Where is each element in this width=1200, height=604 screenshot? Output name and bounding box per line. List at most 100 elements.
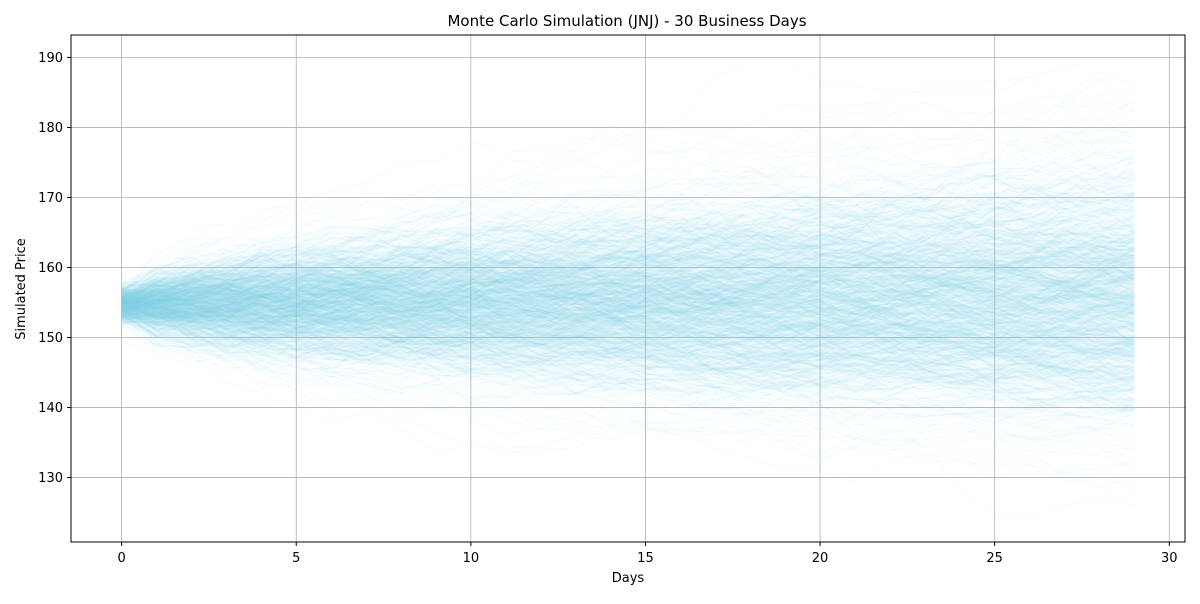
simulation-path bbox=[121, 253, 1135, 310]
simulation-path bbox=[121, 261, 1135, 339]
simulation-path bbox=[121, 217, 1135, 318]
simulation-path bbox=[121, 269, 1135, 332]
simulation-path bbox=[121, 101, 1135, 306]
simulation-path bbox=[121, 137, 1135, 302]
simulation-path bbox=[121, 172, 1135, 311]
simulation-path bbox=[121, 227, 1135, 311]
y-tick-label: 180 bbox=[38, 121, 63, 136]
simulation-path bbox=[121, 252, 1135, 356]
simulation-path bbox=[121, 267, 1135, 327]
simulation-path bbox=[121, 196, 1135, 342]
simulation-path bbox=[121, 227, 1135, 323]
simulation-path bbox=[121, 294, 1135, 340]
simulation-path bbox=[121, 251, 1135, 420]
simulation-path bbox=[121, 294, 1135, 411]
simulation-path bbox=[121, 266, 1135, 341]
simulation-path bbox=[121, 275, 1135, 351]
simulation-path bbox=[121, 203, 1135, 323]
simulation-path bbox=[121, 278, 1135, 361]
simulation-path bbox=[121, 298, 1135, 379]
simulation-path bbox=[121, 236, 1135, 349]
simulation-path bbox=[121, 193, 1135, 299]
simulation-path bbox=[121, 194, 1135, 302]
simulation-path bbox=[121, 271, 1135, 348]
simulation-path bbox=[121, 185, 1135, 312]
simulation-path bbox=[121, 246, 1135, 330]
simulation-path bbox=[121, 147, 1135, 302]
simulation-path bbox=[121, 274, 1135, 359]
simulation-path bbox=[121, 264, 1135, 363]
simulation-path bbox=[121, 304, 1135, 395]
simulation-path bbox=[121, 284, 1135, 368]
simulation-path bbox=[121, 151, 1135, 310]
simulation-path bbox=[121, 244, 1135, 345]
simulation-path bbox=[121, 290, 1135, 454]
simulation-path bbox=[121, 287, 1135, 378]
simulation-path bbox=[121, 271, 1135, 401]
simulation-path bbox=[121, 247, 1135, 329]
simulation-path bbox=[121, 259, 1135, 346]
simulation-path bbox=[121, 257, 1135, 333]
simulation-path bbox=[121, 244, 1135, 319]
simulation-path bbox=[121, 262, 1135, 376]
simulation-path bbox=[121, 282, 1135, 385]
simulation-path bbox=[121, 300, 1135, 374]
simulation-path bbox=[121, 252, 1135, 343]
simulation-path bbox=[121, 298, 1135, 362]
simulation-path bbox=[121, 131, 1135, 331]
simulation-path bbox=[121, 280, 1135, 362]
simulation-path bbox=[121, 274, 1135, 387]
simulation-path bbox=[121, 203, 1135, 302]
simulation-path bbox=[121, 222, 1135, 323]
simulation-path bbox=[121, 297, 1135, 374]
y-tick-label: 170 bbox=[38, 191, 63, 206]
simulation-path bbox=[121, 273, 1135, 360]
simulation-path bbox=[121, 284, 1135, 347]
simulation-path bbox=[121, 185, 1135, 318]
simulation-path bbox=[121, 268, 1135, 361]
simulation-path bbox=[121, 226, 1135, 312]
simulation-path bbox=[121, 224, 1135, 312]
simulation-path bbox=[121, 239, 1135, 321]
simulation-path bbox=[121, 174, 1135, 296]
simulation-path bbox=[121, 225, 1135, 327]
simulation-path bbox=[121, 272, 1135, 346]
simulation-path bbox=[121, 203, 1135, 317]
simulation-path bbox=[121, 269, 1135, 347]
simulation-path bbox=[121, 288, 1135, 410]
simulation-path bbox=[121, 244, 1135, 338]
simulation-path bbox=[121, 247, 1135, 316]
simulation-path bbox=[121, 281, 1135, 394]
simulation-path bbox=[121, 298, 1135, 344]
simulation-path bbox=[121, 181, 1135, 306]
simulation-path bbox=[121, 292, 1135, 346]
simulation-path bbox=[121, 193, 1135, 307]
simulation-path bbox=[121, 237, 1135, 326]
simulation-path bbox=[121, 261, 1135, 319]
simulation-path bbox=[121, 244, 1135, 355]
simulation-path bbox=[121, 279, 1135, 366]
simulation-path bbox=[121, 295, 1135, 470]
simulation-path bbox=[121, 250, 1135, 312]
simulation-path bbox=[121, 268, 1135, 377]
simulation-path bbox=[121, 282, 1135, 377]
simulation-path bbox=[121, 273, 1135, 357]
simulation-path bbox=[121, 293, 1135, 356]
simulation-path bbox=[121, 282, 1135, 371]
simulation-path bbox=[121, 252, 1135, 340]
simulation-path bbox=[121, 307, 1135, 363]
simulation-path bbox=[121, 262, 1135, 348]
simulation-path bbox=[121, 229, 1135, 337]
simulation-path bbox=[121, 162, 1135, 305]
simulation-path bbox=[121, 298, 1135, 401]
simulation-path bbox=[121, 265, 1135, 362]
simulation-path bbox=[121, 290, 1135, 358]
simulation-path bbox=[121, 341, 1135, 497]
simulation-path bbox=[121, 252, 1135, 331]
simulation-path bbox=[121, 277, 1135, 358]
simulation-path bbox=[121, 234, 1135, 307]
simulation-path bbox=[121, 302, 1135, 397]
simulation-path bbox=[121, 204, 1135, 342]
simulation-path bbox=[121, 319, 1135, 405]
